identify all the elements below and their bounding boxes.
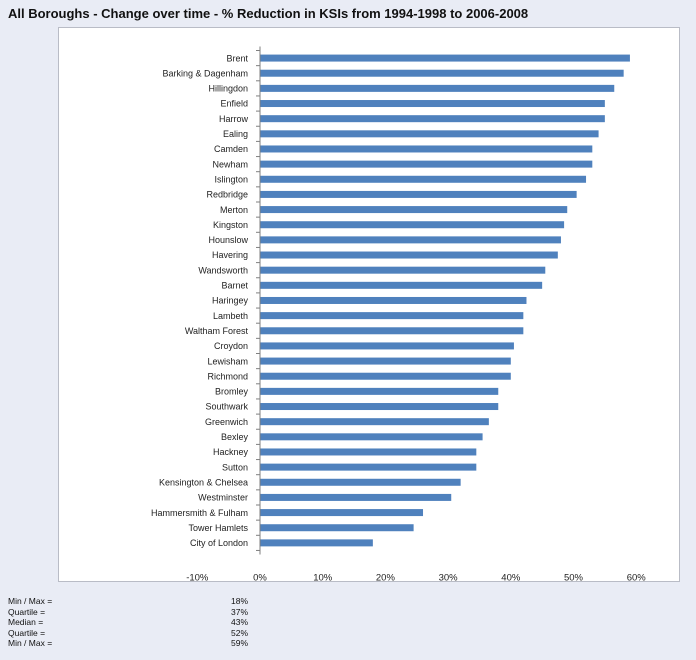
bar — [260, 221, 565, 229]
x-tick-label: 20% — [376, 572, 396, 581]
category-label: Greenwich — [205, 417, 248, 427]
bar — [260, 493, 452, 501]
category-label: City of London — [190, 538, 248, 548]
bar — [260, 266, 546, 274]
x-tick-label: 30% — [439, 572, 459, 581]
category-label: Barking & Dagenham — [162, 68, 248, 78]
bar — [260, 312, 524, 320]
x-tick-label: 40% — [501, 572, 521, 581]
bar — [260, 281, 543, 289]
stat-row-min: Min / Max = 18% — [8, 596, 248, 607]
category-label: Redbridge — [206, 190, 248, 200]
bar — [260, 342, 514, 350]
category-label: Wandsworth — [198, 265, 248, 275]
stat-row-upper-quartile: Quartile = 52% — [8, 628, 248, 639]
bar — [260, 448, 477, 456]
bar — [260, 115, 605, 123]
bar — [260, 539, 373, 547]
category-label: Southwark — [205, 402, 248, 412]
stat-label: Quartile = — [8, 606, 46, 617]
category-label: Enfield — [220, 99, 248, 109]
bar — [260, 357, 511, 365]
category-label: Kensington & Chelsea — [159, 477, 248, 487]
bar — [260, 418, 489, 426]
bar — [260, 236, 561, 244]
bar — [260, 69, 624, 77]
bar — [260, 403, 499, 411]
stat-value: 37% — [230, 606, 248, 617]
bar — [260, 175, 587, 183]
x-tick-label: 0% — [253, 572, 267, 581]
summary-stats: Min / Max = 18% Quartile = 37% Median = … — [8, 596, 248, 649]
stat-row-median: Median = 43% — [8, 617, 248, 628]
category-label: Harrow — [219, 114, 249, 124]
bar — [260, 463, 477, 471]
category-label: Hounslow — [208, 235, 248, 245]
category-label: Camden — [214, 144, 248, 154]
bar — [260, 478, 461, 486]
category-label: Kingston — [213, 220, 248, 230]
stat-row-max: Min / Max = 59% — [8, 638, 248, 649]
category-label: Richmond — [207, 371, 248, 381]
stat-label: Quartile = — [8, 627, 46, 638]
bar — [260, 100, 605, 108]
category-label: Hillingdon — [208, 84, 248, 94]
x-tick-label: 50% — [564, 572, 584, 581]
bar — [260, 206, 568, 214]
bar — [260, 84, 615, 92]
category-label: Haringey — [212, 296, 249, 306]
bar — [260, 509, 424, 517]
category-label: Bromley — [215, 387, 249, 397]
category-label: Tower Hamlets — [188, 523, 248, 533]
category-label: Waltham Forest — [185, 326, 249, 336]
category-label: Hackney — [213, 447, 249, 457]
category-label: Barnet — [221, 281, 248, 291]
category-label: Brent — [226, 53, 248, 63]
bar — [260, 130, 599, 138]
x-tick-label: -10% — [186, 572, 209, 581]
bar — [260, 54, 630, 62]
x-tick-label: 60% — [627, 572, 647, 581]
category-label: Merton — [220, 205, 248, 215]
bar — [260, 160, 593, 168]
stat-label: Min / Max = — [8, 596, 53, 606]
category-label: Lewisham — [207, 356, 248, 366]
plot-area: Brent Barking & Dagenham Hillingdon Enfield… — [58, 27, 680, 582]
bar — [260, 327, 524, 335]
bar — [260, 190, 577, 198]
category-label: Havering — [212, 250, 248, 260]
bar — [260, 433, 483, 441]
stat-label: Min / Max = — [8, 638, 53, 648]
category-label: Hammersmith & Fulham — [151, 508, 248, 518]
category-label: Newham — [212, 159, 248, 169]
chart-title: All Boroughs - Change over time - % Redu… — [8, 6, 529, 21]
category-label: Bexley — [221, 432, 249, 442]
x-tick-label: 10% — [313, 572, 333, 581]
bar — [260, 372, 511, 380]
stat-row-lower-quartile: Quartile = 37% — [8, 607, 248, 618]
bar — [260, 524, 414, 532]
category-label: Westminster — [198, 493, 248, 503]
category-label: Sutton — [222, 462, 248, 472]
stat-value: 43% — [230, 617, 248, 627]
category-label: Lambeth — [213, 311, 248, 321]
stat-label: Median = — [8, 617, 44, 627]
stat-value: 59% — [230, 638, 248, 648]
bar — [260, 145, 593, 153]
bar-chart: Brent Barking & Dagenham Hillingdon Enfield… — [151, 46, 647, 581]
bar — [260, 296, 527, 304]
category-label: Croydon — [214, 341, 248, 351]
bar — [260, 251, 558, 259]
stat-value: 52% — [230, 627, 248, 638]
category-label: Islington — [214, 174, 248, 184]
bar — [260, 387, 499, 395]
stat-value: 18% — [230, 596, 248, 606]
category-label: Ealing — [223, 129, 248, 139]
